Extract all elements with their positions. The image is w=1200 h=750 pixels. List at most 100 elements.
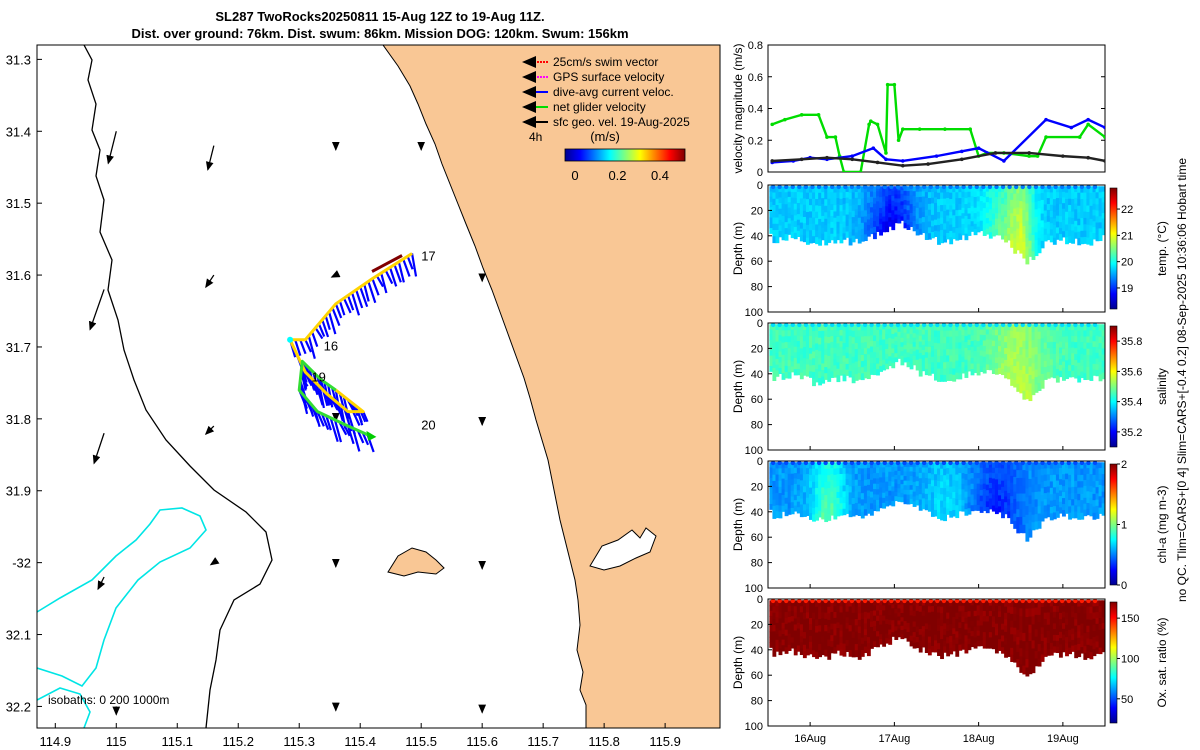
section-cell [930, 335, 935, 342]
surface-sample [790, 599, 795, 604]
section-cell [1025, 514, 1030, 525]
section-cell [1077, 192, 1082, 200]
section-cell [1049, 229, 1054, 237]
section-cell [952, 645, 957, 652]
section-cell [818, 462, 823, 469]
surface-sample [954, 599, 960, 604]
section-cell [784, 485, 789, 493]
surface-sample [902, 323, 907, 328]
section-cell [1025, 625, 1030, 635]
section-cell [952, 197, 957, 205]
section-cell [976, 488, 981, 495]
section-cell [1019, 238, 1024, 247]
section-cell [952, 186, 957, 193]
section-cell [809, 487, 813, 495]
section-cell [1049, 223, 1054, 231]
section-cell [790, 214, 795, 222]
section-cell [1055, 192, 1060, 199]
section-cell [1095, 186, 1100, 193]
section-cell [998, 500, 1002, 507]
section-cell [940, 639, 944, 647]
section-cell [918, 364, 923, 371]
section-cell [818, 625, 823, 633]
section-cell [784, 222, 789, 229]
section-cell [1086, 644, 1091, 652]
section-cell [842, 649, 847, 657]
section-cell [1001, 346, 1005, 353]
section-cell [812, 236, 816, 244]
section-cell [964, 198, 969, 205]
velocity-point [1086, 155, 1090, 160]
section-cell [821, 618, 826, 625]
section-cell [1040, 199, 1045, 208]
section-cell [830, 473, 835, 481]
section-cell [1007, 511, 1012, 519]
section-cell [912, 600, 917, 607]
section-cell [802, 468, 807, 475]
section-cell [1022, 382, 1027, 392]
section-cell [900, 333, 905, 339]
section-cell [866, 630, 871, 638]
section-cell [927, 489, 932, 496]
section-cell [1083, 503, 1088, 511]
section-cell [921, 620, 926, 627]
section-cell [1022, 374, 1027, 384]
section-cell [790, 490, 795, 498]
section-cell [876, 494, 880, 501]
section-cell [885, 211, 890, 218]
section-cell [857, 474, 862, 481]
section-cell [1055, 629, 1060, 636]
map-x-tick-label: 115.3 [283, 734, 315, 749]
section-cell [772, 643, 777, 651]
section-cell [1065, 624, 1069, 632]
section-cell [964, 359, 969, 367]
section-cell [891, 200, 896, 207]
section-cell [1052, 512, 1057, 520]
section-cell [1025, 229, 1030, 239]
section-cell [1007, 618, 1012, 626]
section-cell [876, 478, 880, 485]
section-cell [1031, 235, 1036, 244]
section-cell [1083, 613, 1088, 621]
depth-tick-label: 0 [757, 594, 763, 606]
section-cell [921, 365, 926, 372]
section-cell [985, 196, 990, 203]
section-cell [802, 186, 807, 194]
section-cell [976, 504, 981, 511]
section-cell [1010, 331, 1015, 339]
surface-sample [981, 461, 986, 466]
section-cell [891, 195, 896, 202]
section-cell [799, 468, 804, 475]
section-cell [842, 324, 847, 332]
section-cell [857, 485, 862, 493]
section-cell [891, 362, 896, 369]
section-cell [1016, 214, 1021, 223]
section-cell [781, 324, 786, 331]
section-cell [918, 617, 923, 624]
section-cell [958, 366, 963, 374]
section-cell [891, 604, 896, 609]
section-cell [851, 217, 856, 224]
section-cell [1013, 215, 1018, 225]
section-cell [842, 221, 847, 229]
section-cell [812, 644, 816, 651]
section-cell [906, 205, 911, 211]
section-cell [970, 494, 975, 501]
section-cell [918, 330, 923, 337]
surface-sample [1027, 461, 1032, 466]
section-cell [1065, 348, 1069, 355]
section-cell [1080, 359, 1085, 367]
section-cell [827, 619, 832, 628]
section-cell [824, 348, 829, 356]
section-cell [833, 462, 838, 470]
section-cell [1025, 600, 1030, 610]
section-cell [885, 638, 890, 644]
section-cell [927, 630, 932, 638]
section-cell [805, 600, 810, 607]
section-cell [873, 610, 877, 617]
section-cell [775, 330, 780, 337]
section-cell [970, 226, 975, 232]
section-cell [1019, 501, 1024, 510]
surface-sample [1007, 185, 1012, 190]
section-cell [958, 489, 963, 496]
